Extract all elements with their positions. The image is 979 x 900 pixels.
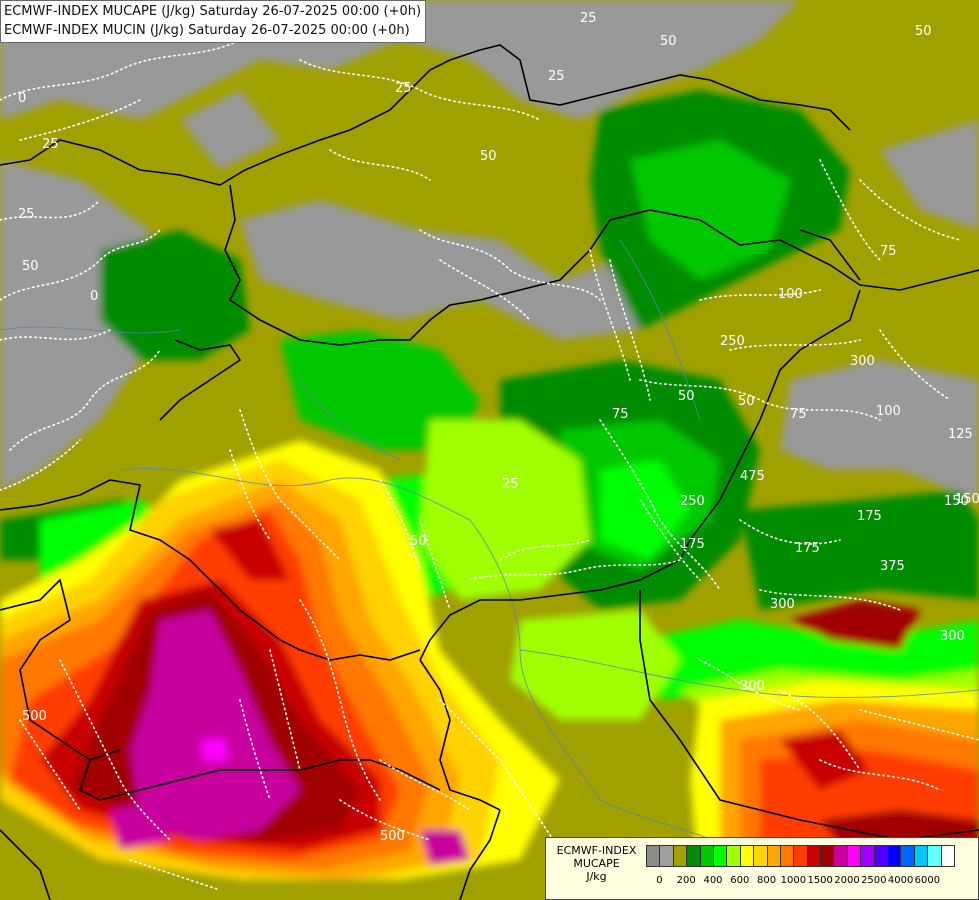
legend-swatch xyxy=(900,845,915,867)
cin-contour-label: 50 xyxy=(410,534,427,549)
cin-contour-label: 25 xyxy=(18,207,35,222)
cin-contour-label: 50 xyxy=(660,34,677,49)
cin-contour-label: 475 xyxy=(740,469,765,484)
legend-tick-label: 1500 xyxy=(807,875,833,886)
legend-swatch xyxy=(860,845,875,867)
cin-contour-label: 50 xyxy=(480,149,497,164)
cin-contour-label: 500 xyxy=(22,709,47,724)
cin-contour-label: 175 xyxy=(680,537,705,552)
legend-swatch xyxy=(753,845,768,867)
cin-contour-label: 25 xyxy=(395,81,412,96)
legend-tick-label: 2500 xyxy=(861,875,887,886)
legend-swatch xyxy=(940,845,955,867)
legend-swatch xyxy=(699,845,714,867)
cin-contour-label: 25 xyxy=(580,11,597,26)
cin-contour-label: 50 xyxy=(22,259,39,274)
legend-tick-label: 1000 xyxy=(780,875,807,886)
cin-contour-label: 150 xyxy=(944,494,969,509)
legend-swatch xyxy=(712,845,728,867)
cin-contour-label: 500 xyxy=(380,829,405,844)
title-line-mucape: ECMWF-INDEX MUCAPE (J/kg) Saturday 26-07… xyxy=(4,4,422,19)
legend-swatch xyxy=(820,845,835,867)
cin-contour-label: 125 xyxy=(948,427,973,442)
cin-contour-label: 25 xyxy=(548,69,565,84)
cin-contour-label: 150 xyxy=(955,492,979,507)
legend-swatch xyxy=(646,845,661,867)
legend-tick-label: 400 xyxy=(703,875,723,886)
legend-swatch xyxy=(766,845,781,867)
legend-tick-label: 2000 xyxy=(834,875,860,886)
cin-contour-label: 250 xyxy=(720,334,745,349)
cin-contour-label: 300 xyxy=(850,354,875,369)
legend-swatch xyxy=(659,845,674,867)
cin-contours xyxy=(0,39,979,891)
cin-contour-label: 175 xyxy=(795,541,820,556)
map-title: ECMWF-INDEX MUCAPE (J/kg) Saturday 26-07… xyxy=(0,0,427,43)
cin-contour-label: 100 xyxy=(876,404,901,419)
legend-swatch xyxy=(873,845,889,867)
cin-contour-label: 25 xyxy=(42,137,59,152)
cin-contour-label: 50 xyxy=(738,394,755,409)
legend-swatch xyxy=(833,845,848,867)
legend-swatch xyxy=(913,845,929,867)
cin-contour-label: 375 xyxy=(880,559,905,574)
legend-tick-label: 800 xyxy=(757,875,777,886)
legend-swatch xyxy=(887,845,902,867)
cin-contour-label: 300 xyxy=(740,679,765,694)
cin-contour-label: 100 xyxy=(778,287,803,302)
legend-tick-label: 6000 xyxy=(914,875,941,886)
cin-contour-label: 250 xyxy=(680,494,705,509)
cin-contour-label: 75 xyxy=(880,244,897,259)
legend-color-bar xyxy=(646,845,955,867)
cin-contour-label: 75 xyxy=(790,407,807,422)
legend-tick-label: 0 xyxy=(656,875,663,886)
cin-contour-label: 50 xyxy=(915,24,932,39)
cin-contour-label: 300 xyxy=(940,629,965,644)
cin-contour-label: 175 xyxy=(857,509,882,524)
cin-contour-label: 0 xyxy=(90,289,98,304)
cin-contour-label: 75 xyxy=(612,407,629,422)
legend-title: ECMWF-INDEX MUCAPE J/kg xyxy=(550,844,643,883)
legend-swatch xyxy=(739,845,755,867)
legend-swatch xyxy=(779,845,795,867)
color-legend: ECMWF-INDEX MUCAPE J/kg 0 200 400 600 800 100… xyxy=(545,837,979,900)
cin-contour-label: 0 xyxy=(18,91,26,106)
cin-contour-label: 300 xyxy=(770,597,795,612)
legend-swatch xyxy=(672,845,688,867)
legend-title-line-2: MUCAPE xyxy=(573,857,620,870)
legend-swatch xyxy=(846,845,862,867)
legend-tick-label: 4000 xyxy=(887,875,914,886)
cin-contour-label: 50 xyxy=(678,389,695,404)
legend-swatch xyxy=(726,845,741,867)
title-line-mucin: ECMWF-INDEX MUCIN (J/kg) Saturday 26-07-… xyxy=(4,23,410,38)
legend-swatch xyxy=(927,845,942,867)
legend-swatch xyxy=(793,845,808,867)
legend-swatch xyxy=(806,845,822,867)
legend-tick-label: 600 xyxy=(730,875,750,886)
legend-tick-labels: 0 200 400 600 800 1000 1500 2000 2500 4000 6000 xyxy=(646,875,978,889)
legend-tick-label: 200 xyxy=(676,875,696,886)
cin-contour-label: 25 xyxy=(502,477,519,492)
legend-swatch xyxy=(686,845,701,867)
legend-title-line-3: J/kg xyxy=(586,870,607,883)
legend-title-line-1: ECMWF-INDEX xyxy=(556,844,637,857)
